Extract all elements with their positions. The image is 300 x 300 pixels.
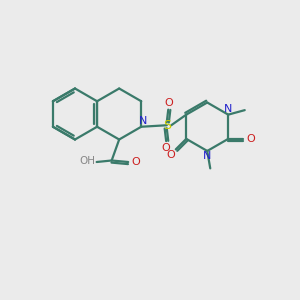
Text: O: O — [132, 157, 140, 167]
Text: N: N — [224, 104, 232, 114]
Text: S: S — [163, 119, 171, 132]
Text: N: N — [139, 116, 147, 126]
Text: OH: OH — [80, 156, 96, 166]
Text: O: O — [164, 98, 172, 108]
Text: O: O — [246, 134, 255, 144]
Text: N: N — [203, 152, 212, 161]
Text: O: O — [166, 150, 175, 160]
Text: O: O — [161, 143, 170, 153]
